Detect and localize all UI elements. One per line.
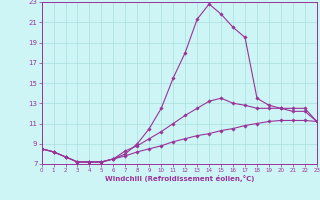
X-axis label: Windchill (Refroidissement éolien,°C): Windchill (Refroidissement éolien,°C) (105, 175, 254, 182)
